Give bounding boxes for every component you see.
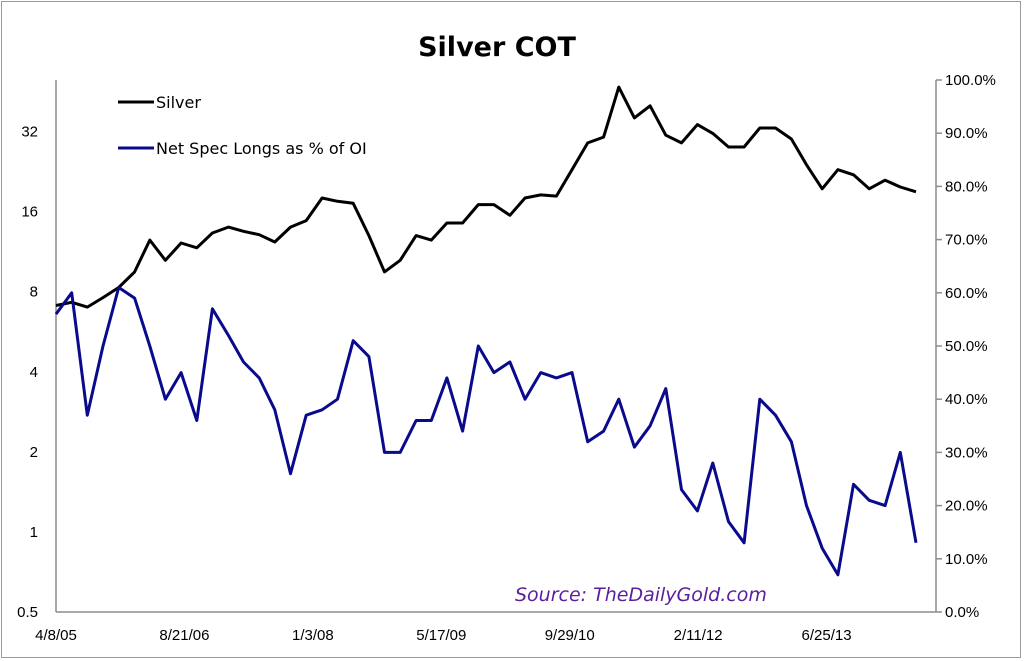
chart-title: Silver COT [418,32,576,63]
right-tick-label: 20.0% [945,498,988,515]
right-tick-label: 60.0% [945,285,988,302]
x-tick-label: 8/21/06 [159,627,209,644]
left-tick-label: 8 [30,284,38,301]
right-tick-label: 100.0% [945,72,996,89]
x-tick-label: 6/25/13 [802,627,852,644]
x-tick-label: 2/11/12 [674,627,723,644]
source-annotation: Source: TheDailyGold.com [515,584,767,606]
left-tick-label: 2 [30,444,38,461]
x-tick-label: 1/3/08 [292,627,334,644]
legend-label-silver: Silver [156,93,201,112]
right-tick-label: 70.0% [945,232,988,249]
axes: 0.5 1 2 4 8 16 32 0.0% 10.0% 20.0% 30.0% 40.0% 50.0%… [17,72,996,644]
series-line-spec-longs [54,286,918,577]
series-lines [54,85,918,577]
left-tick-label: 0.5 [17,604,38,621]
right-tick-label: 10.0% [945,551,988,568]
left-tick-label: 1 [30,524,38,541]
legend-label-spec-longs: Net Spec Longs as % of OI [156,139,367,158]
legend: Silver Net Spec Longs as % of OI [118,93,367,158]
right-tick-label: 0.0% [945,604,979,621]
left-tick-label: 32 [21,124,38,141]
left-tick-label: 4 [30,364,38,381]
right-tick-label: 30.0% [945,444,988,461]
right-tick-label: 80.0% [945,178,988,195]
right-tick-label: 90.0% [945,125,988,142]
right-tick-label: 40.0% [945,391,988,408]
left-tick-label: 16 [21,204,38,221]
x-tick-label: 9/29/10 [545,627,595,644]
series-line-silver [55,85,917,309]
x-tick-label: 5/17/09 [416,627,466,644]
right-tick-label: 50.0% [945,338,988,355]
x-tick-label: 4/8/05 [35,627,77,644]
